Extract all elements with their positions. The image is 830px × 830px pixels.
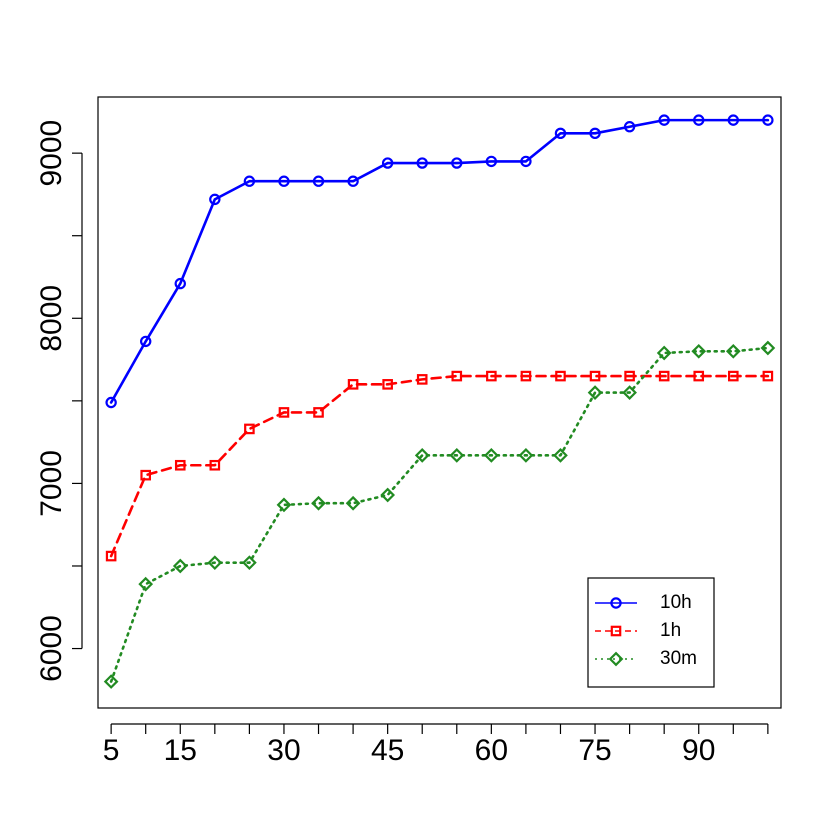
- data-point-30m: [587, 385, 603, 400]
- data-point-10h: [416, 157, 428, 169]
- y-axis: 6000 7000 8000 9000: [35, 120, 83, 682]
- data-point-30m: [449, 447, 465, 463]
- data-point-1h: [174, 459, 186, 471]
- legend: 10h 1h 30m: [587, 577, 715, 688]
- data-point-10h: [243, 175, 256, 187]
- data-point-10h: [693, 114, 705, 126]
- data-point-1h: [278, 407, 290, 418]
- data-point-10h: [381, 157, 394, 169]
- legend-label: 10h: [660, 592, 692, 613]
- data-point-1h: [105, 550, 117, 562]
- legend-label: 30m: [660, 648, 697, 669]
- y-tick-label: 8000: [35, 285, 68, 352]
- data-point-30m: [622, 385, 637, 400]
- data-point-1h: [486, 370, 497, 382]
- data-point-10h: [209, 193, 221, 206]
- data-point-1h: [658, 370, 670, 382]
- data-point-30m: [242, 555, 257, 571]
- data-point-1h: [382, 379, 393, 390]
- x-tick-label: 45: [371, 734, 404, 767]
- plot-frame: [97, 96, 782, 709]
- data-point-1h: [520, 370, 532, 382]
- data-point-30m: [103, 674, 119, 689]
- data-point-30m: [138, 576, 154, 592]
- legend-marker: [610, 597, 622, 609]
- data-point-30m: [345, 495, 361, 511]
- data-point-10h: [139, 335, 152, 348]
- data-point-1h: [313, 407, 324, 418]
- data-point-10h: [347, 175, 359, 187]
- data-point-10h: [623, 121, 636, 133]
- y-tick-label: 6000: [35, 615, 68, 682]
- data-point-30m: [518, 447, 534, 463]
- legend-marker: [608, 651, 624, 667]
- data-point-1h: [693, 370, 705, 382]
- x-tick-label: 30: [267, 734, 300, 767]
- data-point-30m: [760, 340, 776, 356]
- legend-marker: [610, 625, 622, 637]
- data-point-1h: [728, 370, 739, 382]
- data-point-1h: [347, 379, 359, 390]
- data-point-10h: [105, 396, 117, 409]
- data-point-1h: [624, 370, 635, 382]
- data-point-30m: [656, 345, 672, 361]
- series-10h: [105, 114, 774, 409]
- data-point-1h: [140, 469, 151, 481]
- data-point-30m: [553, 447, 568, 463]
- data-point-30m: [725, 343, 741, 359]
- y-tick-label: 9000: [35, 120, 68, 187]
- legend-label: 1h: [660, 620, 681, 641]
- data-point-10h: [451, 157, 463, 169]
- data-point-10h: [485, 155, 498, 168]
- data-point-1h: [555, 370, 566, 382]
- x-axis: 5 15 30 45 60 75 90: [103, 723, 769, 767]
- series-line-1h: [109, 374, 770, 558]
- data-point-10h: [278, 175, 290, 187]
- data-point-10h: [762, 114, 774, 126]
- data-point-1h: [589, 370, 601, 382]
- data-point-10h: [589, 127, 601, 140]
- series-1h: [105, 370, 774, 562]
- data-point-1h: [762, 370, 774, 382]
- data-point-10h: [554, 127, 567, 140]
- data-point-10h: [658, 114, 670, 126]
- data-point-30m: [172, 558, 188, 574]
- series-layer: [103, 114, 776, 689]
- data-point-10h: [174, 277, 186, 290]
- data-point-1h: [416, 374, 428, 385]
- data-point-10h: [520, 155, 532, 168]
- x-tick-label: 60: [475, 734, 508, 767]
- data-point-30m: [276, 497, 292, 513]
- data-point-30m: [207, 555, 223, 571]
- legend-box: [587, 577, 715, 688]
- x-tick-label: 5: [103, 734, 120, 767]
- data-point-30m: [311, 495, 326, 511]
- x-tick-label: 75: [578, 734, 611, 767]
- series-30m: [103, 340, 776, 689]
- data-point-30m: [414, 447, 430, 463]
- data-point-30m: [483, 447, 499, 463]
- data-point-1h: [209, 459, 221, 471]
- data-point-10h: [727, 114, 740, 126]
- data-point-1h: [244, 423, 255, 435]
- x-tick-label: 15: [164, 734, 197, 767]
- data-point-10h: [312, 175, 325, 187]
- data-point-1h: [451, 370, 463, 382]
- y-tick-label: 7000: [35, 450, 68, 517]
- data-point-30m: [691, 343, 707, 359]
- x-tick-label: 90: [682, 734, 715, 767]
- data-point-30m: [380, 487, 396, 503]
- series-line-10h: [109, 118, 770, 404]
